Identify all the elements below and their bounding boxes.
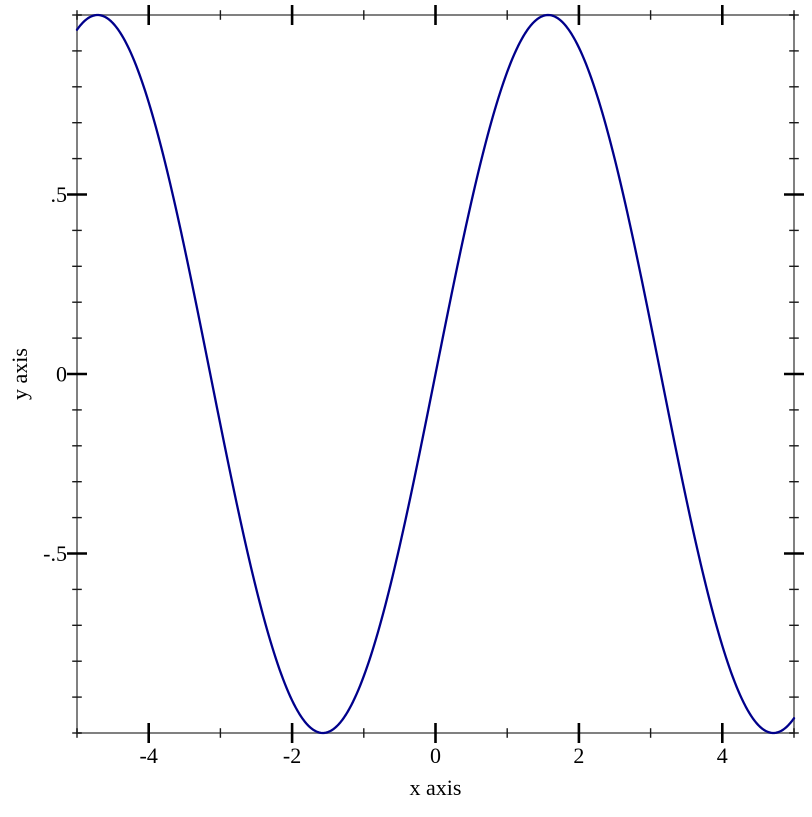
axis-ticks xyxy=(67,5,804,743)
y-tick-label: -.5 xyxy=(43,541,67,566)
x-tick-label: 4 xyxy=(717,743,728,768)
sine-curve xyxy=(75,13,796,735)
x-tick-label: -4 xyxy=(140,743,158,768)
y-tick-label: .5 xyxy=(51,182,68,207)
x-tick-label: 2 xyxy=(573,743,584,768)
y-axis-label: y axis xyxy=(7,348,32,400)
axis-tick-labels: -4 -2 0 2 4 .5 0 -.5 xyxy=(43,182,728,768)
y-tick-label: 0 xyxy=(56,362,67,387)
x-axis-label: x axis xyxy=(410,775,462,800)
x-tick-label: -2 xyxy=(283,743,301,768)
x-tick-label: 0 xyxy=(430,743,441,768)
